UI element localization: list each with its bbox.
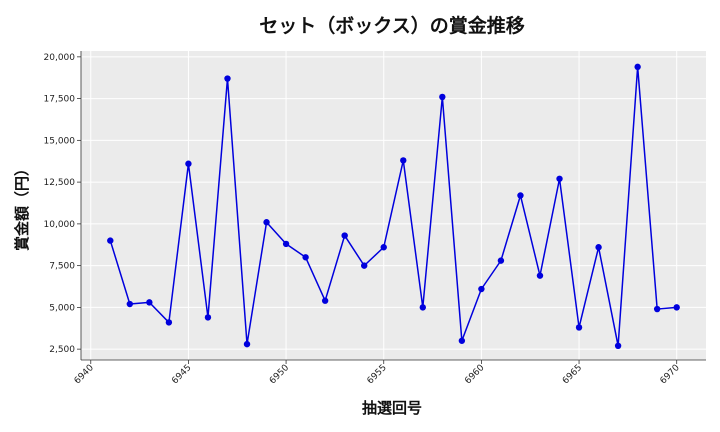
data-point [302,254,309,261]
y-tick-label: 15,000 [44,136,76,146]
data-point [653,305,661,313]
axes [80,51,706,361]
data-point [341,232,348,239]
x-tick-label: 6940 [73,363,96,386]
x-tick-label: 6950 [268,363,291,386]
chart-title: セット（ボックス）の賞金推移 [259,14,524,37]
data-point [146,299,153,306]
data-point [185,160,192,167]
data-point [575,324,583,331]
y-tick-label: 10,000 [44,220,76,230]
data-point [673,304,680,311]
data-point [556,175,563,182]
data-point [321,297,329,304]
y-tick-label: 5,000 [49,303,75,313]
data-point [204,314,212,321]
x-tick-label: 6960 [463,363,486,386]
x-tick-label: 6945 [170,363,193,386]
x-tick-label: 6955 [366,363,389,386]
x-axis-label: 抽選回号 [362,399,422,417]
x-axis-ticks: 6940 6945 6950 6955 6960 6965 6970 [73,360,682,386]
y-tick-label: 20,000 [44,53,76,63]
data-point [458,337,466,344]
data-point [400,157,407,164]
data-point [165,319,173,326]
y-axis-label: 賞金額（円） [13,161,31,251]
data-point [497,257,505,264]
y-tick-label: 7,500 [49,262,75,272]
data-point [536,272,544,279]
data-point [263,219,270,226]
y-axis-ticks: 2,500 5,000 7,500 10,000 12,500 15,000 17,500 2… [44,53,81,355]
data-point [614,342,622,350]
series-line [109,66,677,347]
data-point [380,244,387,251]
data-point [517,192,524,199]
data-point [478,285,485,293]
x-tick-label: 6970 [659,363,682,386]
data-point [419,304,426,311]
y-tick-label: 2,500 [49,345,75,355]
data-point [126,300,134,308]
data-point [595,244,602,251]
x-tick-label: 6965 [561,363,584,386]
data-point [243,340,251,348]
series-group [107,63,680,350]
y-tick-label: 12,500 [44,178,76,188]
y-tick-label: 17,500 [44,95,76,105]
data-point [282,240,290,248]
data-point [361,262,368,269]
data-point [224,75,231,82]
data-point [107,237,114,244]
data-point [634,63,641,71]
data-point [439,93,446,101]
